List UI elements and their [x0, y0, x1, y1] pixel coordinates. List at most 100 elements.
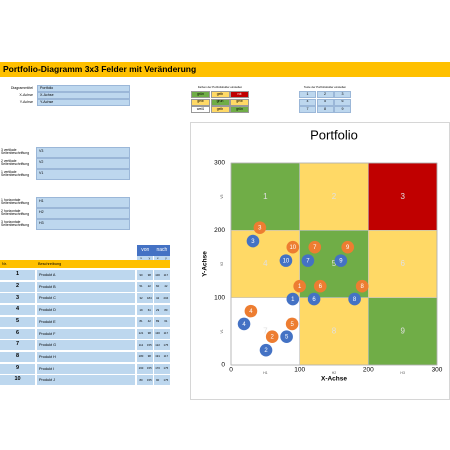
color-cell: rot: [230, 91, 249, 98]
color-cell: weiß: [191, 106, 210, 113]
y-tick-label: 200: [214, 227, 225, 234]
row-name: Produkt G: [37, 340, 135, 351]
row-name: Produkt D: [37, 305, 135, 316]
row-value: 80: [161, 305, 170, 316]
color-cell: gelb: [191, 98, 210, 106]
row-name: Produkt F: [37, 328, 135, 339]
bubble-label: 1: [298, 284, 302, 290]
bubble: [286, 292, 300, 306]
row-nr: 1: [0, 270, 35, 280]
field-text: 7: [263, 326, 268, 335]
row-name: Produkt C: [37, 293, 135, 304]
row-value: 130: [153, 328, 162, 339]
row-value: 191: [153, 351, 162, 362]
bubble: [341, 240, 355, 254]
color-cell: gelb: [230, 98, 249, 106]
bubble: [301, 254, 315, 267]
field-text: 9: [400, 326, 405, 335]
field-text: 1: [263, 192, 268, 201]
setting-value: Portfolio: [37, 85, 130, 92]
side-label: 1 vertikale Seitenbeschriftung: [0, 169, 36, 180]
row-value: 122: [153, 340, 162, 351]
row-value: 42: [153, 293, 162, 304]
color-cell: grün: [210, 98, 230, 106]
row-value: 112: [137, 340, 145, 351]
color-cell: gelb: [210, 106, 230, 113]
row-nr: 7: [0, 340, 35, 351]
row-value: 81: [137, 316, 145, 327]
chart-title: Portfolio: [310, 127, 358, 142]
group-header: von: [137, 245, 154, 256]
bubble-label: 7: [313, 245, 317, 251]
color-cell: grün: [230, 106, 249, 113]
bubble-label: 3: [258, 226, 262, 232]
row-value: 61: [161, 316, 170, 327]
text-cell: 1: [299, 91, 316, 98]
bubble: [244, 304, 258, 318]
bubble-label: 9: [339, 259, 343, 265]
bubble: [246, 234, 260, 248]
row-nr: 10: [0, 375, 35, 386]
bubble: [253, 221, 267, 234]
row-value: 22: [145, 281, 154, 292]
bubble: [265, 330, 279, 344]
y-tick-label: 300: [214, 160, 225, 167]
bubble-label: 8: [360, 284, 364, 290]
y-tick-label: 0: [221, 362, 225, 369]
text-cell: 4: [299, 98, 316, 106]
bubble-label: 6: [319, 284, 323, 290]
bubble-label: 5: [290, 322, 294, 328]
row-value: 117: [161, 270, 170, 280]
y-axis-label: Y-Achse: [202, 251, 209, 277]
row-nr: 3: [0, 293, 35, 304]
field-text: 6: [400, 259, 405, 268]
setting-label: Y-Achse: [0, 99, 35, 106]
bubble-label: 5: [285, 335, 289, 341]
side-value: H3: [36, 219, 130, 230]
horizontal-side-label: H2: [332, 371, 337, 375]
bubble: [237, 317, 251, 331]
bubble: [307, 292, 321, 306]
setting-label: Diagrammtitel: [0, 85, 35, 92]
vertical-side-label: V1: [220, 329, 224, 333]
bubble: [279, 254, 293, 267]
bubble-label: 3: [251, 239, 255, 245]
side-value: V1: [36, 169, 130, 180]
row-name: Produkt I: [37, 363, 135, 374]
side-value: V2: [36, 158, 130, 169]
field-text: 5: [332, 259, 337, 268]
x-tick-label: 300: [432, 367, 443, 374]
text-cell: 5: [316, 98, 334, 106]
text-cell: 9: [334, 106, 351, 113]
bubble-label: 10: [289, 245, 296, 251]
bubble-label: 10: [283, 259, 290, 265]
field-text: 3: [400, 192, 405, 201]
row-value: 117: [161, 351, 170, 362]
bubble: [348, 292, 361, 306]
row-value: 121: [137, 328, 145, 339]
text-cell: 7: [299, 106, 316, 113]
horizontal-side-label: H1: [263, 371, 268, 375]
bubble: [286, 240, 300, 254]
bubble-label: 1: [291, 297, 295, 303]
row-nr: 9: [0, 363, 35, 374]
x-tick-label: 200: [363, 367, 374, 374]
row-value: 175: [161, 363, 170, 374]
side-label: 1 horizontale Seitenbeschriftung: [0, 197, 36, 208]
row-value: 42: [145, 316, 154, 327]
bubble: [280, 330, 293, 344]
portfolio-field: [299, 297, 369, 366]
sub-header: x: [137, 256, 146, 261]
sub-header: x: [153, 256, 162, 261]
bubble: [293, 279, 306, 293]
bubble: [259, 343, 273, 357]
row-value: 98: [145, 351, 154, 362]
vertical-side-label: V3: [220, 194, 224, 198]
color-cell: grün: [191, 91, 210, 98]
row-value: 155: [145, 363, 154, 374]
text-cell: 6: [334, 98, 351, 106]
field-text: 4: [263, 259, 268, 268]
sub-header: y: [145, 256, 154, 261]
side-label: 3 horizontale Seitenbeschriftung: [0, 219, 36, 230]
portfolio-field: [368, 162, 438, 231]
